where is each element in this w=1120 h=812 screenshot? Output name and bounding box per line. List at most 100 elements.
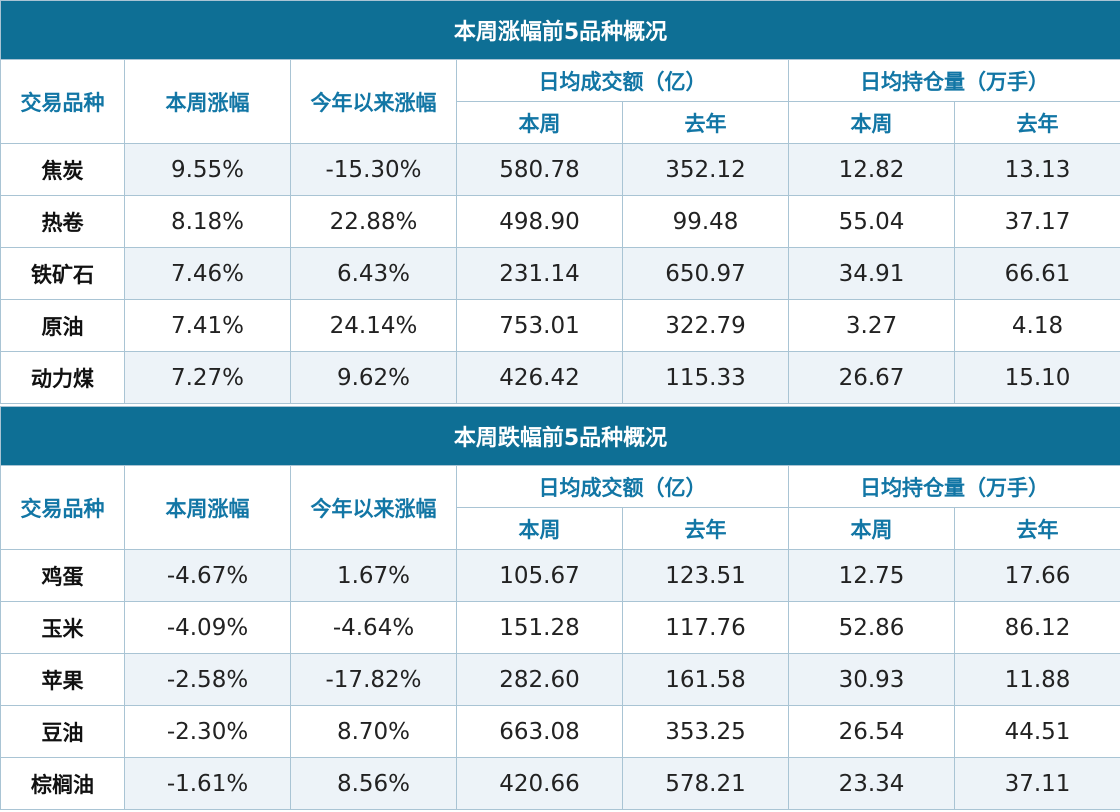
cell-week-change: -1.61% — [124, 757, 291, 810]
cell-oi-this-week: 26.67 — [788, 351, 955, 404]
section-title: 本周跌幅前5品种概况 — [0, 406, 1120, 466]
cell-ytd-change: 1.67% — [290, 549, 457, 602]
table-row: 动力煤 7.27% 9.62% 426.42 115.33 26.67 15.1… — [0, 351, 1120, 404]
cell-name: 棕榈油 — [0, 757, 125, 810]
cell-name: 焦炭 — [0, 143, 125, 196]
table-row: 原油 7.41% 24.14% 753.01 322.79 3.27 4.18 — [0, 299, 1120, 352]
table-row: 铁矿石 7.46% 6.43% 231.14 650.97 34.91 66.6… — [0, 247, 1120, 300]
cell-volume-last-year: 353.25 — [622, 705, 789, 758]
cell-oi-this-week: 12.82 — [788, 143, 955, 196]
header-oi-this-week: 本周 — [788, 101, 955, 144]
cell-week-change: -2.58% — [124, 653, 291, 706]
table-row: 鸡蛋 -4.67% 1.67% 105.67 123.51 12.75 17.6… — [0, 549, 1120, 602]
cell-oi-last-year: 37.17 — [953, 195, 1120, 248]
cell-name: 铁矿石 — [0, 247, 125, 300]
cell-week-change: 7.41% — [124, 299, 291, 352]
cell-volume-last-year: 99.48 — [622, 195, 789, 248]
cell-volume-this-week: 105.67 — [456, 549, 623, 602]
header-oi-this-week: 本周 — [788, 507, 955, 550]
header-week-change: 本周涨幅 — [124, 465, 291, 550]
cell-volume-this-week: 282.60 — [456, 653, 623, 706]
cell-name: 原油 — [0, 299, 125, 352]
cell-volume-last-year: 322.79 — [622, 299, 789, 352]
cell-oi-last-year: 13.13 — [953, 143, 1120, 196]
cell-volume-last-year: 352.12 — [622, 143, 789, 196]
cell-oi-last-year: 37.11 — [953, 757, 1120, 810]
cell-oi-this-week: 23.34 — [788, 757, 955, 810]
cell-oi-last-year: 86.12 — [953, 601, 1120, 654]
header-oi-last-year: 去年 — [953, 101, 1120, 144]
cell-oi-this-week: 3.27 — [788, 299, 955, 352]
cell-ytd-change: 8.70% — [290, 705, 457, 758]
header-name: 交易品种 — [0, 59, 125, 144]
cell-name: 玉米 — [0, 601, 125, 654]
cell-ytd-change: 8.56% — [290, 757, 457, 810]
header-ytd-change: 今年以来涨幅 — [290, 465, 457, 550]
cell-oi-last-year: 11.88 — [953, 653, 1120, 706]
cell-week-change: -4.09% — [124, 601, 291, 654]
cell-oi-this-week: 26.54 — [788, 705, 955, 758]
cell-volume-last-year: 578.21 — [622, 757, 789, 810]
cell-week-change: -4.67% — [124, 549, 291, 602]
table-row: 豆油 -2.30% 8.70% 663.08 353.25 26.54 44.5… — [0, 705, 1120, 758]
losers-table: 本周跌幅前5品种概况 交易品种 本周涨幅 今年以来涨幅 日均成交额（亿） 日均持… — [0, 406, 1120, 810]
cell-oi-this-week: 55.04 — [788, 195, 955, 248]
cell-volume-this-week: 663.08 — [456, 705, 623, 758]
header-volume-last-year: 去年 — [622, 101, 789, 144]
cell-week-change: 7.46% — [124, 247, 291, 300]
cell-volume-last-year: 161.58 — [622, 653, 789, 706]
cell-ytd-change: 22.88% — [290, 195, 457, 248]
header-volume-this-week: 本周 — [456, 507, 623, 550]
table-row: 棕榈油 -1.61% 8.56% 420.66 578.21 23.34 37.… — [0, 757, 1120, 810]
header-name: 交易品种 — [0, 465, 125, 550]
table-row: 苹果 -2.58% -17.82% 282.60 161.58 30.93 11… — [0, 653, 1120, 706]
cell-volume-this-week: 753.01 — [456, 299, 623, 352]
cell-oi-last-year: 17.66 — [953, 549, 1120, 602]
table-row: 焦炭 9.55% -15.30% 580.78 352.12 12.82 13.… — [0, 143, 1120, 196]
cell-volume-this-week: 426.42 — [456, 351, 623, 404]
cell-volume-last-year: 117.76 — [622, 601, 789, 654]
cell-oi-this-week: 30.93 — [788, 653, 955, 706]
header-oi-group: 日均持仓量（万手） — [787, 59, 1120, 102]
cell-ytd-change: 9.62% — [290, 351, 457, 404]
cell-week-change: 7.27% — [124, 351, 291, 404]
cell-week-change: 8.18% — [124, 195, 291, 248]
cell-ytd-change: -4.64% — [290, 601, 457, 654]
cell-volume-this-week: 498.90 — [456, 195, 623, 248]
cell-ytd-change: 24.14% — [290, 299, 457, 352]
cell-oi-last-year: 44.51 — [953, 705, 1120, 758]
cell-volume-last-year: 115.33 — [622, 351, 789, 404]
cell-ytd-change: -17.82% — [290, 653, 457, 706]
header-week-change: 本周涨幅 — [124, 59, 291, 144]
header-volume-this-week: 本周 — [456, 101, 623, 144]
cell-name: 动力煤 — [0, 351, 125, 404]
header-volume-group: 日均成交额（亿） — [456, 465, 789, 508]
gainers-table: 本周涨幅前5品种概况 交易品种 本周涨幅 今年以来涨幅 日均成交额（亿） 日均持… — [0, 0, 1120, 404]
cell-name: 苹果 — [0, 653, 125, 706]
cell-volume-last-year: 650.97 — [622, 247, 789, 300]
table-row: 热卷 8.18% 22.88% 498.90 99.48 55.04 37.17 — [0, 195, 1120, 248]
table-row: 玉米 -4.09% -4.64% 151.28 117.76 52.86 86.… — [0, 601, 1120, 654]
cell-oi-last-year: 66.61 — [953, 247, 1120, 300]
cell-oi-this-week: 34.91 — [788, 247, 955, 300]
cell-ytd-change: -15.30% — [290, 143, 457, 196]
cell-volume-last-year: 123.51 — [622, 549, 789, 602]
cell-volume-this-week: 231.14 — [456, 247, 623, 300]
cell-oi-last-year: 4.18 — [953, 299, 1120, 352]
header-ytd-change: 今年以来涨幅 — [290, 59, 457, 144]
cell-name: 热卷 — [0, 195, 125, 248]
cell-oi-this-week: 12.75 — [788, 549, 955, 602]
header-oi-group: 日均持仓量（万手） — [787, 465, 1120, 508]
cell-name: 鸡蛋 — [0, 549, 125, 602]
cell-week-change: 9.55% — [124, 143, 291, 196]
cell-volume-this-week: 420.66 — [456, 757, 623, 810]
cell-oi-last-year: 15.10 — [953, 351, 1120, 404]
header-volume-group: 日均成交额（亿） — [456, 59, 789, 102]
cell-volume-this-week: 580.78 — [456, 143, 623, 196]
header-volume-last-year: 去年 — [622, 507, 789, 550]
header-oi-last-year: 去年 — [953, 507, 1120, 550]
cell-volume-this-week: 151.28 — [456, 601, 623, 654]
cell-week-change: -2.30% — [124, 705, 291, 758]
section-title: 本周涨幅前5品种概况 — [0, 0, 1120, 60]
